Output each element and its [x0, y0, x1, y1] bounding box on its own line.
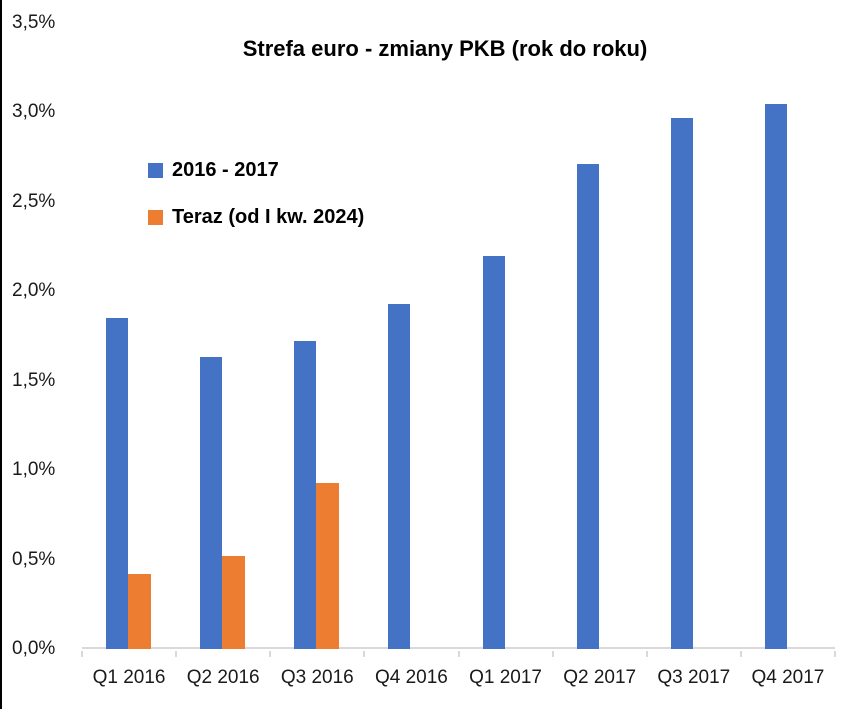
x-axis-tick-mark	[645, 651, 648, 657]
bar-blue-q3-2017	[670, 117, 693, 649]
x-axis-tick-mark	[269, 651, 272, 657]
y-tick-label-2_5pct: 2,5%	[12, 190, 56, 212]
x-tick-label-q2-2016: Q2 2016	[186, 667, 260, 688]
bar-blue-q2-2016	[200, 357, 223, 649]
x-axis-tick-mark	[551, 651, 554, 657]
legend-item-teraz: Teraz (od I kw. 2024)	[148, 205, 364, 229]
x-tick-label-q3-2017: Q3 2017	[657, 667, 731, 688]
legend-swatch-orange-icon	[148, 209, 163, 225]
plot-area	[81, 23, 836, 657]
x-axis-tick-mark	[81, 651, 83, 657]
bar-blue-q1-2016	[106, 318, 129, 649]
x-axis-tick-mark	[457, 651, 460, 657]
x-tick-label-q4-2016: Q4 2016	[374, 667, 448, 688]
legend: 2016 - 2017 Teraz (od I kw. 2024)	[148, 158, 364, 229]
x-tick-label-q4-2017: Q4 2017	[751, 667, 825, 688]
y-tick-label-3_5pct: 3,5%	[12, 12, 56, 33]
y-tick-label-0_0pct: 0,0%	[12, 638, 56, 659]
bar-blue-q1-2017	[482, 255, 505, 649]
bar-blue-q4-2016	[388, 303, 411, 649]
legend-label-2016-2017: 2016 - 2017	[172, 159, 279, 181]
x-axis-tick-mark	[834, 651, 836, 657]
left-border-line	[0, 0, 2, 709]
bar-orange-q1-2016	[128, 573, 152, 649]
x-tick-label-q1-2016: Q1 2016	[92, 667, 166, 688]
legend-label-teraz: Teraz (od I kw. 2024)	[172, 206, 365, 228]
y-tick-label-1_5pct: 1,5%	[12, 369, 56, 391]
y-tick-label-1_0pct: 1,0%	[12, 459, 56, 481]
y-axis-tick-labels: 0,0% 0,5% 1,0% 1,5% 2,0% 2,5% 3,0% 3,5%	[12, 12, 70, 659]
bar-blue-q2-2017	[576, 164, 599, 649]
legend-item-2016-2017: 2016 - 2017	[148, 158, 364, 182]
bar-orange-q3-2016	[316, 482, 340, 649]
x-axis-tick-mark	[175, 651, 178, 657]
bar-orange-q2-2016	[222, 556, 246, 649]
y-tick-label-3_0pct: 3,0%	[12, 101, 56, 123]
x-tick-label-q3-2016: Q3 2016	[280, 667, 354, 688]
x-axis-tick-mark	[363, 651, 366, 657]
legend-swatch-blue-icon	[148, 162, 163, 178]
x-tick-label-q1-2017: Q1 2017	[469, 667, 543, 688]
y-tick-label-0_5pct: 0,5%	[12, 548, 56, 570]
x-axis-line	[82, 647, 835, 649]
bar-blue-q3-2016	[294, 341, 317, 649]
y-tick-label-2_0pct: 2,0%	[12, 280, 56, 302]
x-axis-tick-labels: Q1 2016 Q2 2016 Q3 2016 Q4 2016 Q1 2017 Q2 20…	[82, 666, 835, 692]
bar-blue-q4-2017	[764, 103, 787, 649]
x-tick-label-q2-2017: Q2 2017	[563, 667, 637, 688]
x-axis-tick-mark	[739, 651, 742, 657]
chart-title: Strefa euro - zmiany PKB (rok do roku)	[242, 36, 648, 61]
